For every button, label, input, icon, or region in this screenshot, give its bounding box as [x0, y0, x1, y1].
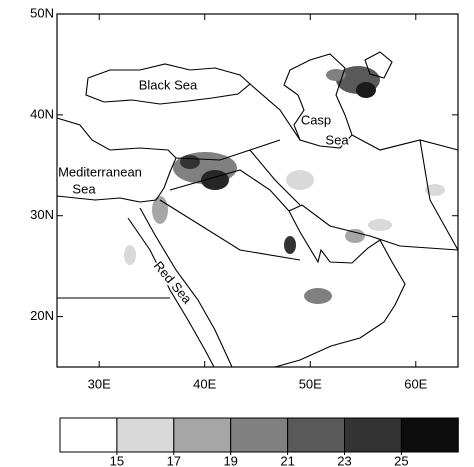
x-tick-label: 50E [299, 376, 322, 391]
colorbar-label: 21 [280, 453, 294, 467]
sea-label: Sea [325, 132, 349, 147]
shade [368, 219, 392, 231]
aral-coast [364, 51, 393, 79]
mediterranean-coast [56, 117, 177, 203]
sea-label: Black Sea [139, 77, 198, 92]
shade [284, 236, 296, 254]
x-tick-label: 40E [193, 376, 216, 391]
y-tick-label: 40N [30, 106, 54, 121]
colorbar-box [59, 417, 118, 453]
y-tick-label: 50N [30, 5, 54, 20]
colorbar-box [116, 417, 175, 453]
y-tick-label: 30N [30, 207, 54, 222]
shade [124, 245, 136, 265]
x-tick-label: 60E [404, 376, 427, 391]
shade [180, 155, 200, 169]
shade [356, 82, 376, 98]
colorbar-box [230, 417, 289, 453]
sea-label: Casp [301, 112, 331, 127]
colorbar-box [287, 417, 346, 453]
colorbar-box [344, 417, 402, 453]
colorbar-label: 17 [167, 453, 181, 467]
sea-label: Sea [72, 181, 96, 196]
arabia-coast [274, 210, 406, 368]
black-sea-coast [85, 63, 251, 105]
iran-coast [288, 204, 459, 251]
coastlines [56, 51, 459, 368]
shade [304, 288, 332, 304]
sea-label: Mediterranean [58, 164, 142, 179]
borders [57, 83, 459, 299]
precip-shading [124, 66, 445, 304]
shade [425, 184, 445, 196]
colorbar-box [400, 417, 459, 453]
shade [345, 229, 365, 243]
shade [286, 170, 314, 190]
colorbar-label: 19 [223, 453, 237, 467]
caspian-coast [283, 53, 353, 149]
map-frame [56, 13, 459, 368]
x-tick-label: 30E [88, 376, 111, 391]
colorbar-label: 15 [110, 453, 124, 467]
red-sea-west [127, 217, 215, 368]
y-tick-label: 20N [30, 308, 54, 323]
red-sea-east [139, 207, 233, 368]
colorbar-label: 23 [337, 453, 351, 467]
colorbar-box [173, 417, 232, 453]
colorbar-label: 25 [394, 453, 408, 467]
shade [326, 69, 346, 81]
